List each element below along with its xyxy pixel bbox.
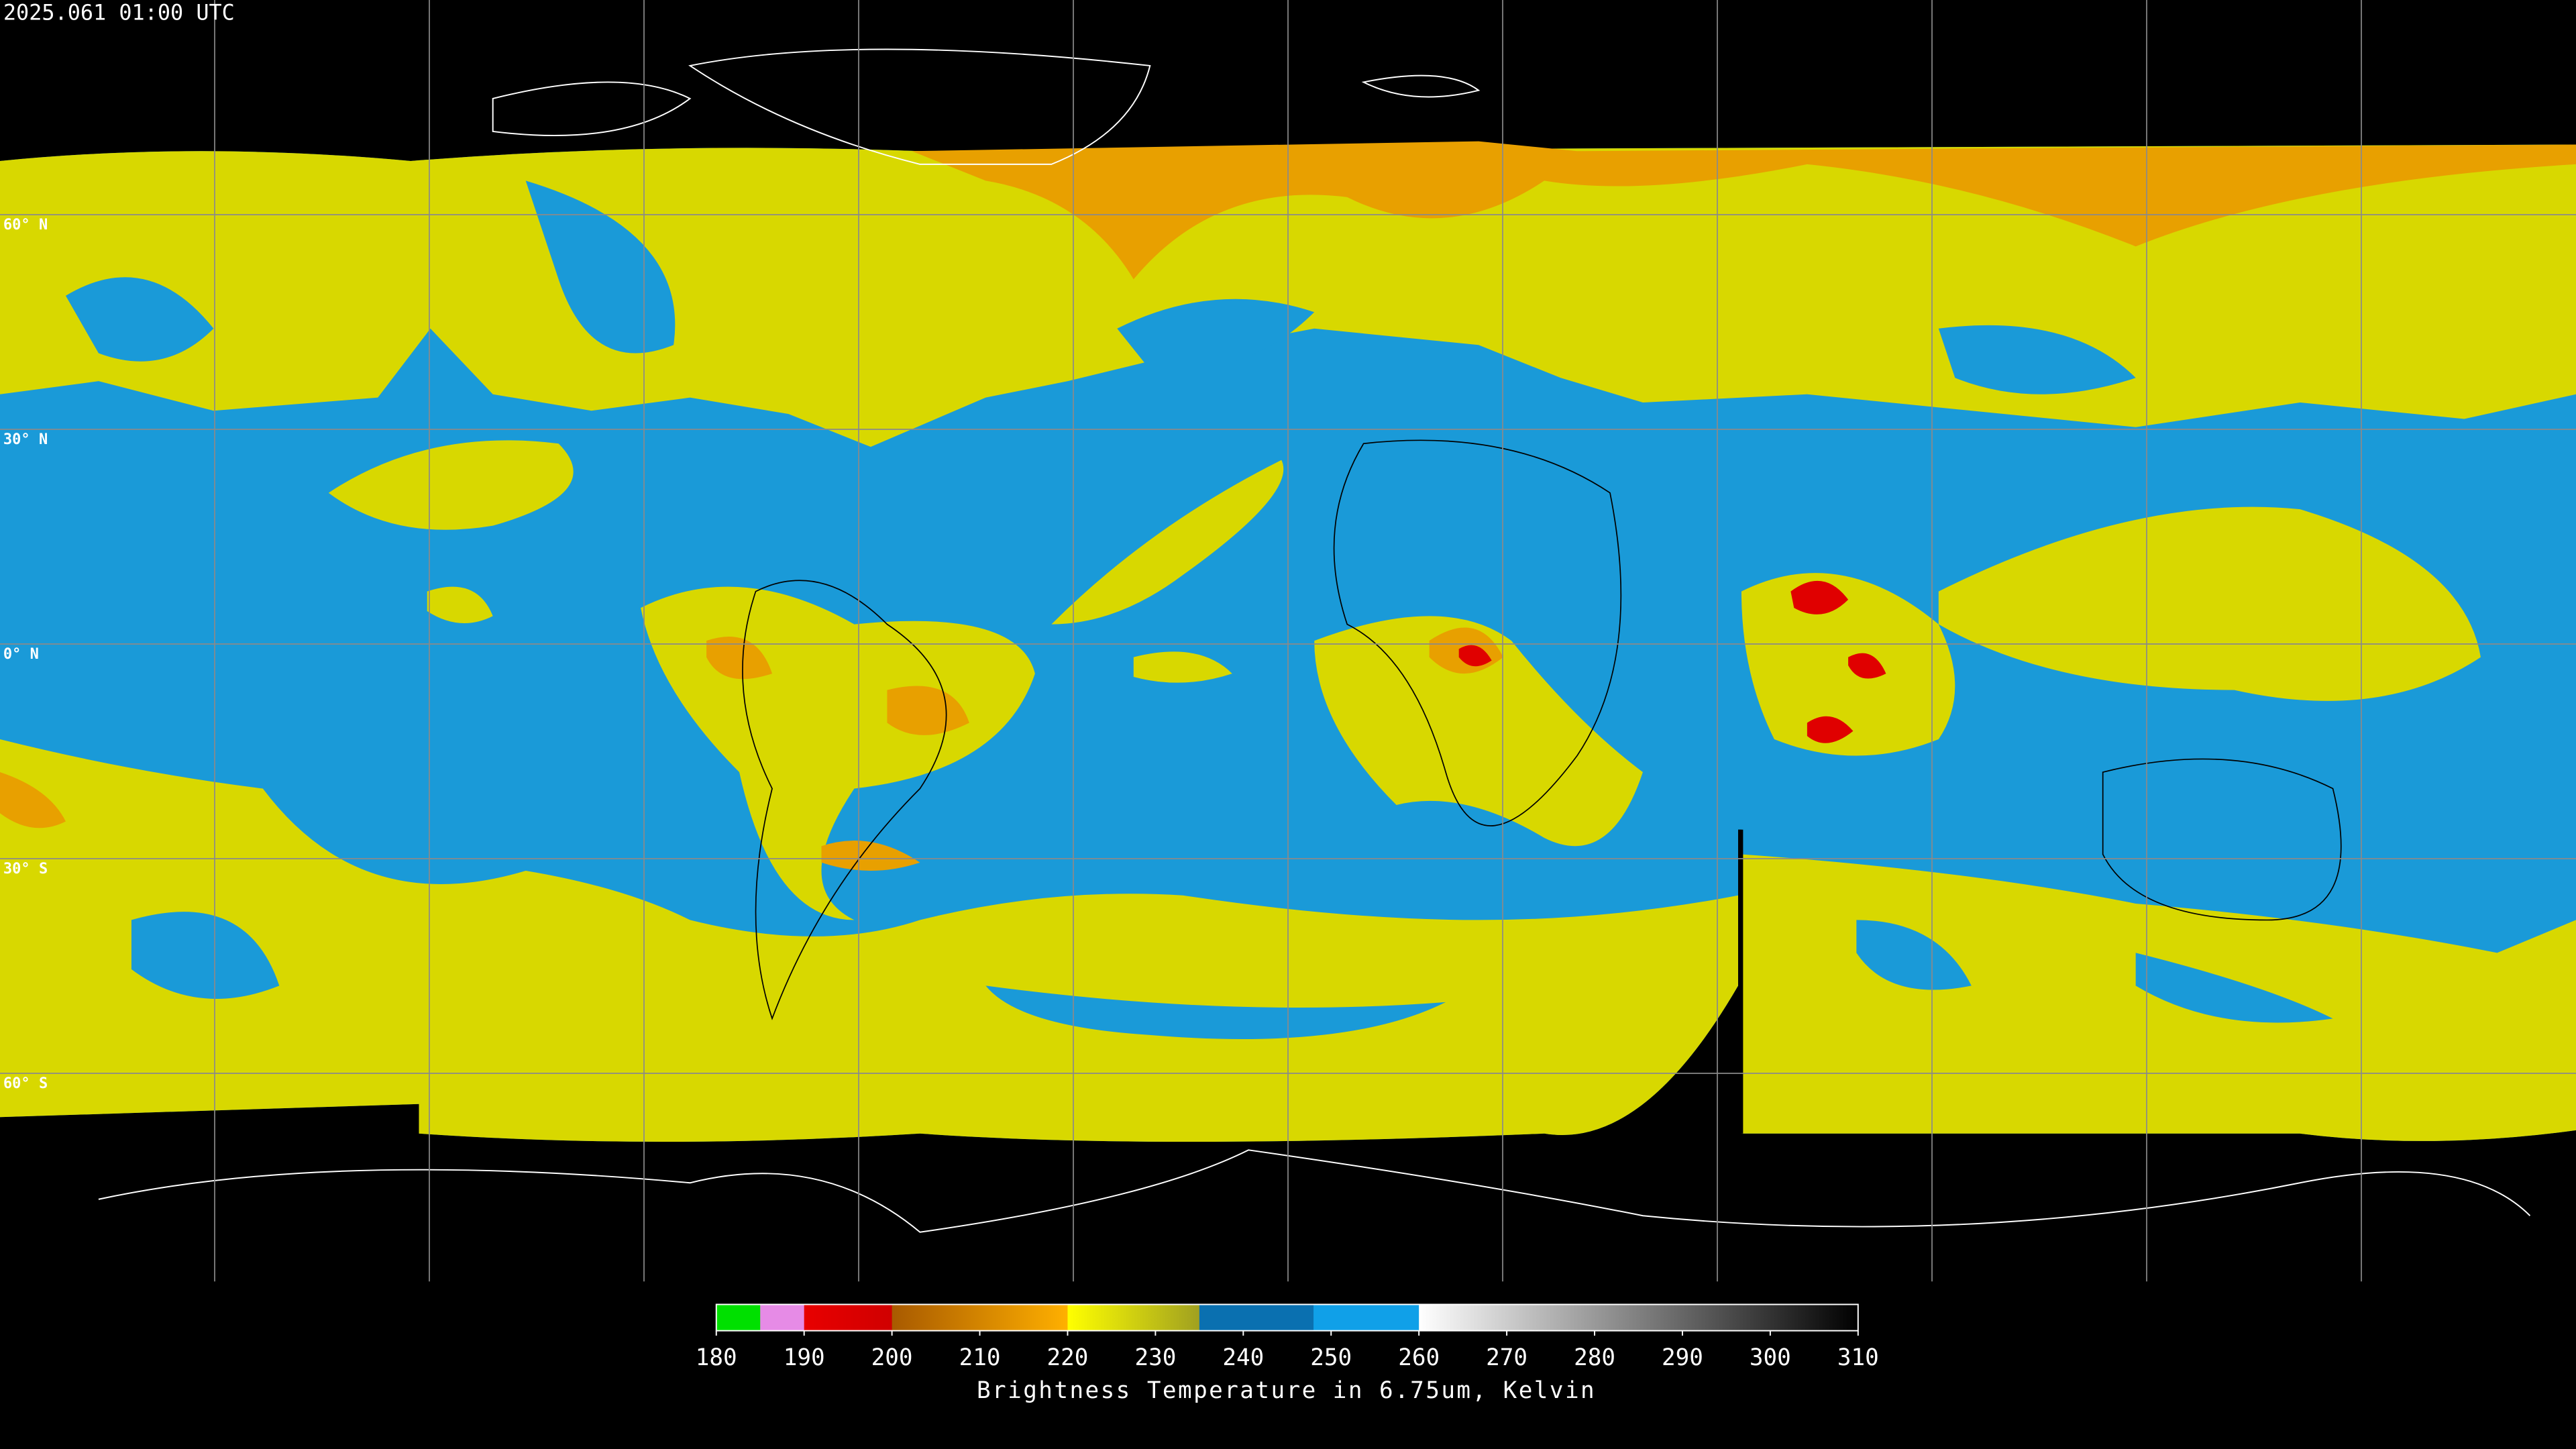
cloud-patch <box>328 440 1284 625</box>
timestamp: 2025.061 01:00 UTC <box>3 0 235 25</box>
colorbar-segment <box>760 1304 805 1331</box>
colorbar-segment <box>1419 1304 1859 1331</box>
cold-region-north <box>912 141 2576 280</box>
colorbar-label: Brightness Temperature in 6.75um, Kelvin <box>977 1377 1596 1404</box>
convection-cold <box>706 627 1503 871</box>
colorbar-tick-label: 300 <box>1750 1344 1791 1371</box>
lat-label: 0° N <box>3 646 39 663</box>
colorbar-tick-label: 190 <box>784 1344 825 1371</box>
cloud-indian-ocean <box>1741 506 2481 756</box>
colorbar-tick-label: 180 <box>696 1344 737 1371</box>
cloud-patch <box>427 586 1232 683</box>
colorbar-segment <box>716 1304 761 1331</box>
colorbar-tick-label: 260 <box>1398 1344 1440 1371</box>
colorbar: 180 190 200 210 220 230 240 250 260 270 280 290 300 3… <box>696 1303 1879 1371</box>
colorbar-tick-label: 210 <box>959 1344 1001 1371</box>
lat-label: 60° S <box>3 1075 48 1092</box>
colorbar-tick-label: 250 <box>1310 1344 1352 1371</box>
colorbar-tick-label: 270 <box>1486 1344 1527 1371</box>
colorbar-tick-label: 200 <box>871 1344 913 1371</box>
convection-coldest <box>1458 580 1886 743</box>
colorbar-segment <box>892 1304 1069 1331</box>
colorbar-frame <box>715 1303 1859 1332</box>
colorbar-tick-label: 280 <box>1574 1344 1615 1371</box>
dry-slots-north <box>65 180 2136 394</box>
lat-label: 30° S <box>3 861 48 877</box>
colorbar-tick-label: 290 <box>1662 1344 1703 1371</box>
coastline-north <box>492 48 1481 165</box>
cloud-africa <box>1314 616 1643 847</box>
colorbar-tick-label: 240 <box>1222 1344 1264 1371</box>
colorbar-segment <box>1313 1304 1419 1331</box>
colorbar-tick-label: 310 <box>1837 1344 1879 1371</box>
yellow-band-south <box>0 739 1739 1142</box>
colorbar-segment <box>1199 1304 1314 1331</box>
data-gap <box>1738 829 1743 1134</box>
colorbar-tick-label: 230 <box>1134 1344 1176 1371</box>
colorbar-segment <box>1067 1304 1200 1331</box>
convection-cold <box>0 772 66 828</box>
lat-label: 60° N <box>3 217 48 233</box>
coastline-antarctica <box>98 1149 2531 1233</box>
lat-labels: 60° N 30° N 0° N 30° S 60° S <box>3 217 48 1092</box>
graticule <box>0 0 2576 1282</box>
colorbar-tick-label: 220 <box>1047 1344 1089 1371</box>
lat-label: 30° N <box>3 431 48 448</box>
dry-slots-south <box>131 912 2333 1039</box>
colorbar-segment <box>804 1304 893 1331</box>
coastline-continents <box>742 439 2342 1020</box>
